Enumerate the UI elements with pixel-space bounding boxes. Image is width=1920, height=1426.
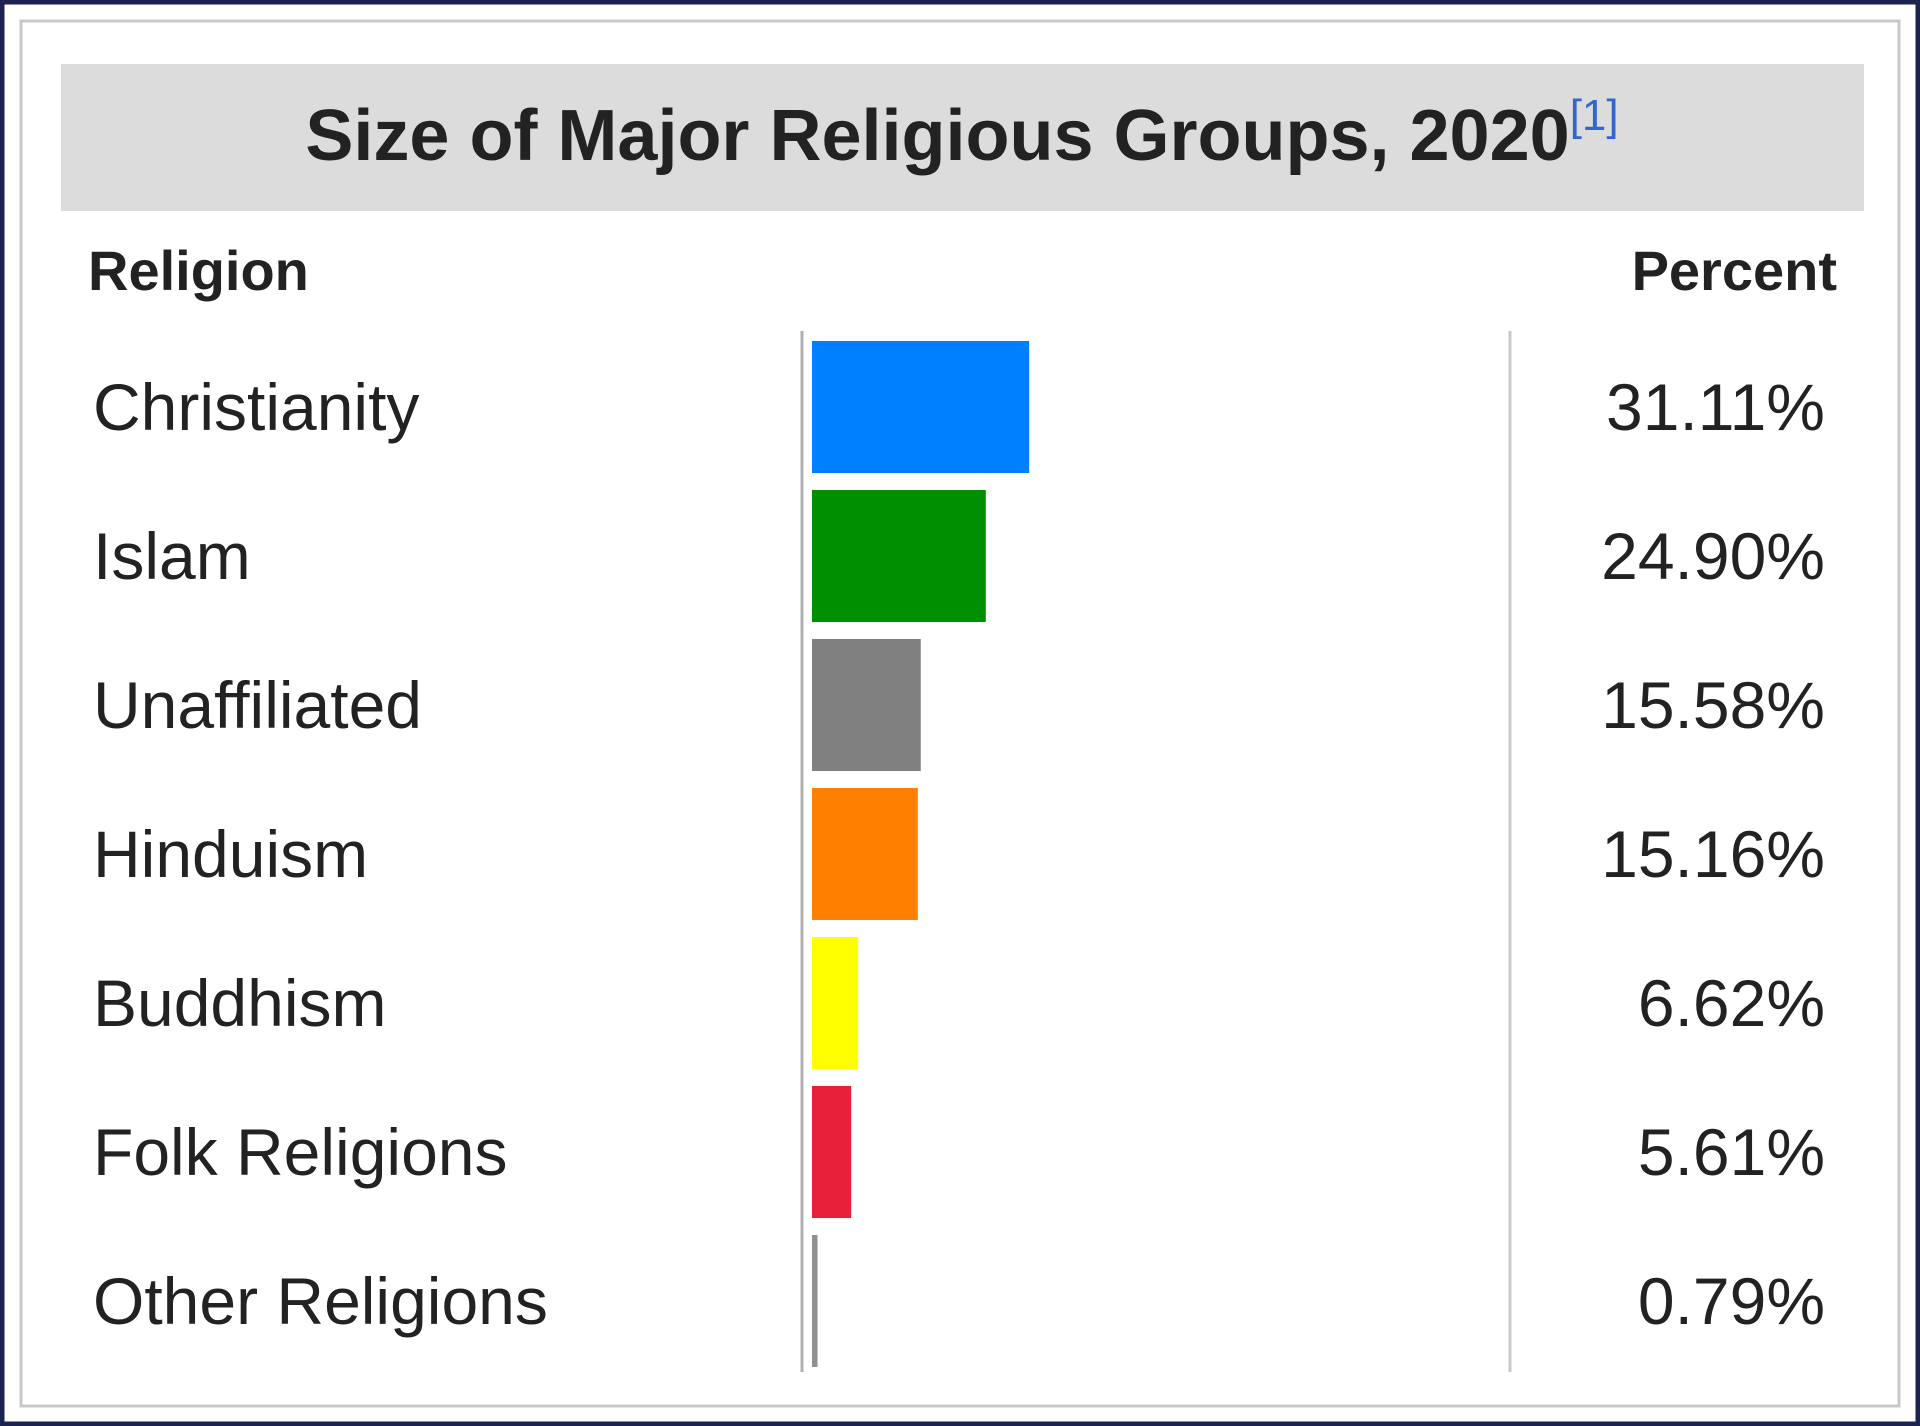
title-text: Size of Major Religious Groups, 2020 — [305, 96, 1569, 176]
category-label: Islam — [93, 519, 251, 593]
bar — [812, 341, 1030, 473]
category-label: Folk Religions — [93, 1115, 508, 1189]
category-label: Other Religions — [93, 1264, 548, 1338]
category-label: Hinduism — [93, 817, 368, 891]
value-label: 24.90% — [1601, 519, 1825, 593]
value-label: 15.58% — [1601, 668, 1825, 742]
column-header: Religion — [88, 239, 309, 302]
chart-title: Size of Major Religious Groups, 2020[1] — [305, 91, 1618, 176]
value-label: 31.11% — [1606, 370, 1825, 444]
table-border — [19, 19, 1901, 1408]
category-label: Buddhism — [93, 966, 387, 1040]
bar — [812, 1086, 852, 1218]
bar — [812, 639, 921, 771]
value-label: 15.16% — [1601, 817, 1825, 891]
bar — [812, 788, 918, 920]
title-box — [61, 64, 1864, 211]
bar — [812, 937, 859, 1069]
bar — [812, 490, 986, 622]
value-label: 0.79% — [1638, 1264, 1825, 1338]
category-label: Unaffiliated — [93, 668, 422, 742]
column-header: Percent — [1632, 239, 1837, 302]
value-label: 6.62% — [1638, 966, 1825, 1040]
reference-link[interactable]: [1] — [1570, 91, 1619, 140]
value-label: 5.61% — [1638, 1115, 1825, 1189]
bar — [812, 1235, 818, 1367]
category-label: Christianity — [93, 370, 419, 444]
